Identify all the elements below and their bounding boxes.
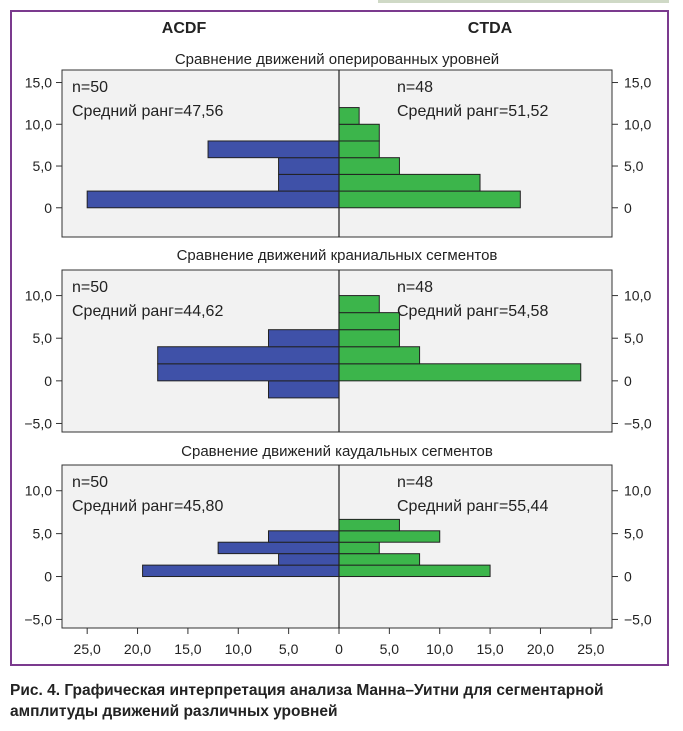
- acdf-bar: [267, 530, 340, 543]
- panel-2: Сравнение движений краниальных сегментов…: [24, 247, 652, 433]
- acdf-bar: [142, 564, 340, 578]
- y-tick-label-right: −5,0: [624, 415, 652, 431]
- y-tick-label-left: 5,0: [33, 158, 53, 174]
- x-tick-label: 25,0: [74, 641, 101, 657]
- ctda-bar: [338, 157, 400, 175]
- ctda-bar: [338, 564, 491, 578]
- x-tick-label: 25,0: [577, 641, 604, 657]
- chart: ACDF CTDA Сравнение движений оперированн…: [24, 20, 652, 657]
- x-tick-label: 15,0: [476, 641, 503, 657]
- x-axis: 25,0 20,0 15,0 10,0 5,0 0 5,0 10,0 15,0 20,0 25,0: [74, 628, 605, 657]
- y-tick-label-left: 10,0: [25, 483, 52, 499]
- x-tick-label: 5,0: [279, 641, 299, 657]
- ctda-bar: [338, 346, 421, 365]
- acdf-bar: [278, 553, 340, 566]
- y-tick-label-left: 5,0: [33, 526, 53, 542]
- acdf-annotation-mean-rank: Средний ранг=45,80: [72, 498, 223, 515]
- x-tick-label: 20,0: [527, 641, 554, 657]
- top-accent-line: [378, 0, 669, 3]
- x-tick-label: 10,0: [426, 641, 453, 657]
- acdf-annotation-mean-rank: Средний ранг=44,62: [72, 303, 223, 320]
- acdf-annotation-mean-rank: Средний ранг=47,56: [72, 103, 223, 120]
- y-tick-label-left: 15,0: [25, 75, 52, 91]
- y-tick-label-left: 10,0: [25, 116, 52, 132]
- y-tick-label-right: 0: [624, 200, 632, 216]
- figure-caption: Рис. 4. Графическая интерпретация анализ…: [10, 682, 604, 720]
- panel-3: Сравнение движений каудальных сегментов −…: [24, 443, 652, 629]
- y-tick-label-left: −5,0: [24, 611, 52, 627]
- acdf-bar: [267, 380, 340, 399]
- panel-title: Сравнение движений краниальных сегментов: [177, 247, 498, 264]
- y-tick-label-left: 0: [44, 373, 52, 389]
- ctda-bar: [338, 173, 481, 192]
- y-tick-label-left: 0: [44, 200, 52, 216]
- x-tick-label: 5,0: [380, 641, 400, 657]
- ctda-annotation-n: n=48: [397, 79, 433, 96]
- panels: Сравнение движений оперированных уровней…: [24, 51, 652, 629]
- x-tick-label: 0: [335, 641, 343, 657]
- y-tick-label-right: 5,0: [624, 158, 644, 174]
- y-tick-label-left: −5,0: [24, 415, 52, 431]
- acdf-annotation-n: n=50: [72, 79, 108, 96]
- ctda-annotation-n: n=48: [397, 279, 433, 296]
- y-tick-label-left: 0: [44, 569, 52, 585]
- ctda-bar: [338, 553, 421, 566]
- y-tick-label-right: 5,0: [624, 526, 644, 542]
- ctda-bar: [338, 312, 400, 331]
- y-tick-label-right: 0: [624, 569, 632, 585]
- y-tick-label-right: −5,0: [624, 611, 652, 627]
- acdf-bar: [207, 140, 340, 159]
- y-tick-label-right: 15,0: [624, 75, 651, 91]
- ctda-annotation-mean-rank: Средний ранг=51,52: [397, 103, 548, 120]
- acdf-bar: [278, 173, 340, 192]
- ctda-bar: [338, 541, 380, 555]
- panel-1: Сравнение движений оперированных уровней…: [25, 51, 651, 238]
- ctda-bar: [338, 190, 521, 209]
- y-tick-label-right: 10,0: [624, 483, 651, 499]
- x-tick-label: 20,0: [124, 641, 151, 657]
- acdf-bar: [217, 541, 340, 555]
- acdf-bar: [86, 190, 340, 209]
- acdf-annotation-n: n=50: [72, 279, 108, 296]
- ctda-annotation-mean-rank: Средний ранг=54,58: [397, 303, 548, 320]
- y-tick-label-right: 10,0: [624, 116, 651, 132]
- y-tick-label-left: 10,0: [25, 288, 52, 304]
- panel-title: Сравнение движений оперированных уровней: [175, 51, 499, 68]
- ctda-bar: [338, 518, 400, 532]
- acdf-bar: [157, 346, 340, 365]
- acdf-bar: [267, 329, 340, 348]
- x-tick-label: 10,0: [225, 641, 252, 657]
- ctda-bar: [338, 329, 400, 348]
- x-tick-label: 15,0: [174, 641, 201, 657]
- ctda-bar: [338, 363, 582, 382]
- acdf-annotation-n: n=50: [72, 474, 108, 491]
- ctda-bar: [338, 295, 380, 314]
- header-ctda: CTDA: [468, 20, 513, 37]
- ctda-annotation-n: n=48: [397, 474, 433, 491]
- y-tick-label-right: 0: [624, 373, 632, 389]
- y-tick-label-left: 5,0: [33, 330, 53, 346]
- acdf-bar: [157, 363, 340, 382]
- ctda-bar: [338, 107, 360, 125]
- ctda-bar: [338, 140, 380, 159]
- panel-title: Сравнение движений каудальных сегментов: [181, 443, 493, 460]
- y-tick-label-right: 5,0: [624, 330, 644, 346]
- ctda-bar: [338, 530, 441, 543]
- acdf-bar: [278, 157, 340, 175]
- header-acdf: ACDF: [162, 20, 207, 37]
- ctda-bar: [338, 123, 380, 142]
- y-tick-label-right: 10,0: [624, 288, 651, 304]
- ctda-annotation-mean-rank: Средний ранг=55,44: [397, 498, 548, 515]
